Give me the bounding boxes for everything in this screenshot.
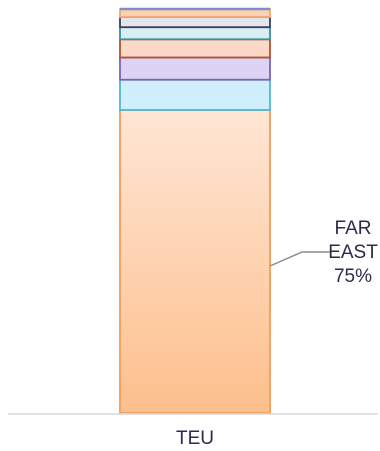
bar-segment-1 xyxy=(119,109,271,414)
annotation-leader-line xyxy=(269,251,330,267)
bar-segment-6 xyxy=(119,16,271,29)
category-label-teu: TEU xyxy=(176,428,214,449)
annotation-line-3: 75% xyxy=(334,266,372,287)
bar-segment-5 xyxy=(119,26,271,41)
annotation-far-east: FAR EAST 75% xyxy=(269,218,378,287)
bar-segment-3 xyxy=(119,56,271,81)
annotation-line-1: FAR xyxy=(335,218,372,239)
bar-segments xyxy=(119,7,271,414)
annotation-line-2: EAST xyxy=(328,242,378,263)
bar-segment-2 xyxy=(119,78,271,111)
bar-segment-4 xyxy=(119,38,271,59)
